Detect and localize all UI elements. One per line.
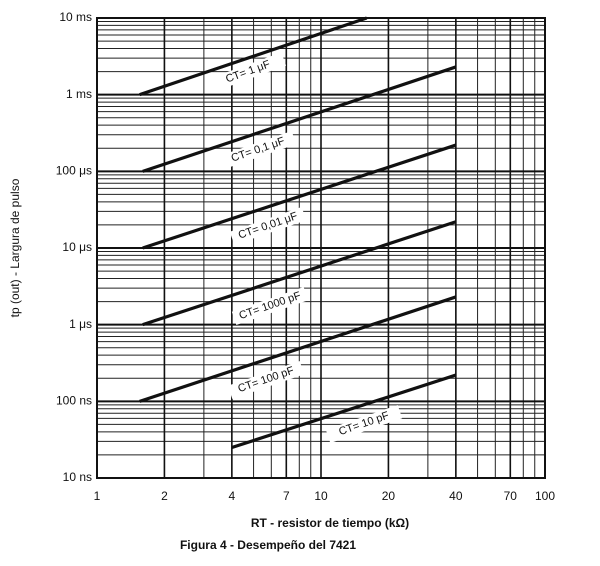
y-tick-label: 10 ns xyxy=(63,470,92,484)
series-line xyxy=(142,143,457,250)
series-line xyxy=(142,220,457,327)
y-tick-label: 100 ns xyxy=(56,394,92,408)
caption: Figura 4 - Desempeño del 7421 xyxy=(180,538,356,552)
x-tick-label: 70 xyxy=(504,489,518,503)
label-bg xyxy=(219,131,297,169)
series-line xyxy=(231,373,457,450)
x-tick-label: 20 xyxy=(382,489,396,503)
label-bg xyxy=(209,52,287,92)
y-tick-label: 1 ms xyxy=(66,87,92,101)
y-tick-label: 10 μs xyxy=(62,240,92,254)
label-bg xyxy=(227,361,305,399)
series-line xyxy=(139,295,457,403)
series-label: CT= 1000 pF xyxy=(238,290,303,322)
x-tick-label: 4 xyxy=(229,489,236,503)
label-bg xyxy=(325,405,403,443)
y-axis-title: tp (out) - Largura de pulso xyxy=(8,178,22,317)
x-tick-label: 100 xyxy=(535,489,555,503)
y-tick-label: 100 μs xyxy=(56,164,92,178)
x-tick-label: 10 xyxy=(314,489,328,503)
x-tick-label: 2 xyxy=(161,489,168,503)
series-line xyxy=(142,65,457,173)
y-tick-label: 10 ms xyxy=(59,10,92,24)
y-tick-label: 1 μs xyxy=(69,317,92,331)
x-axis-title: RT - resistor de tiempo (kΩ) xyxy=(251,516,409,530)
x-tick-label: 1 xyxy=(94,489,101,503)
label-bg xyxy=(229,207,307,245)
plot-frame xyxy=(96,17,546,479)
label-bg xyxy=(231,287,309,325)
x-tick-label: 7 xyxy=(283,489,290,503)
x-tick-label: 40 xyxy=(449,489,463,503)
series-line xyxy=(139,16,368,97)
